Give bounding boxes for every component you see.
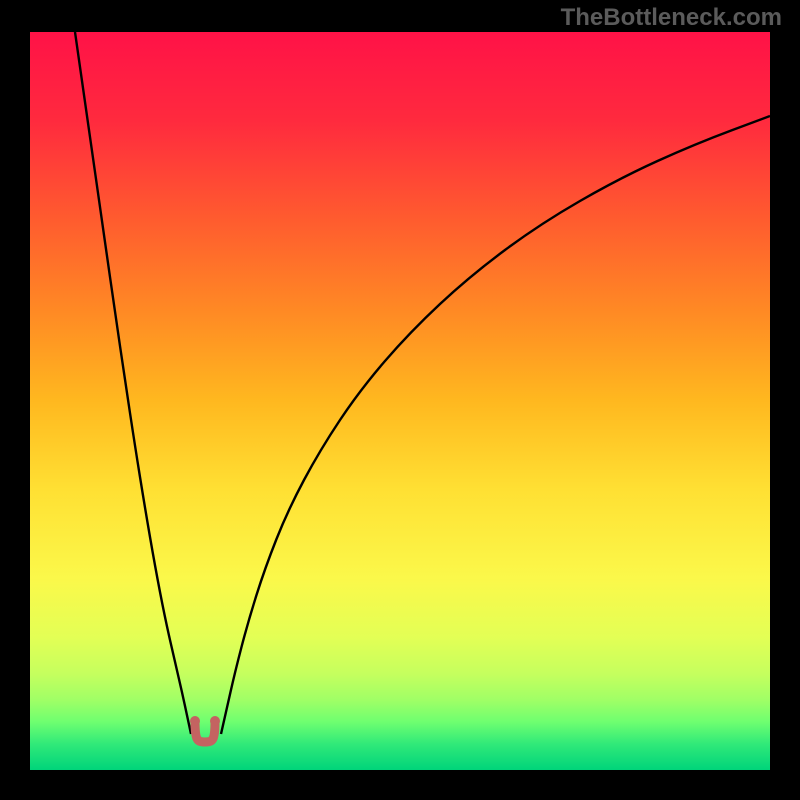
valley-dot-right (210, 716, 220, 726)
valley-dot-left (190, 716, 200, 726)
watermark-text: TheBottleneck.com (561, 4, 782, 32)
gradient-background (30, 32, 770, 770)
bottleneck-chart (0, 0, 800, 800)
chart-container: { "watermark": { "text": "TheBottleneck.… (0, 0, 800, 800)
